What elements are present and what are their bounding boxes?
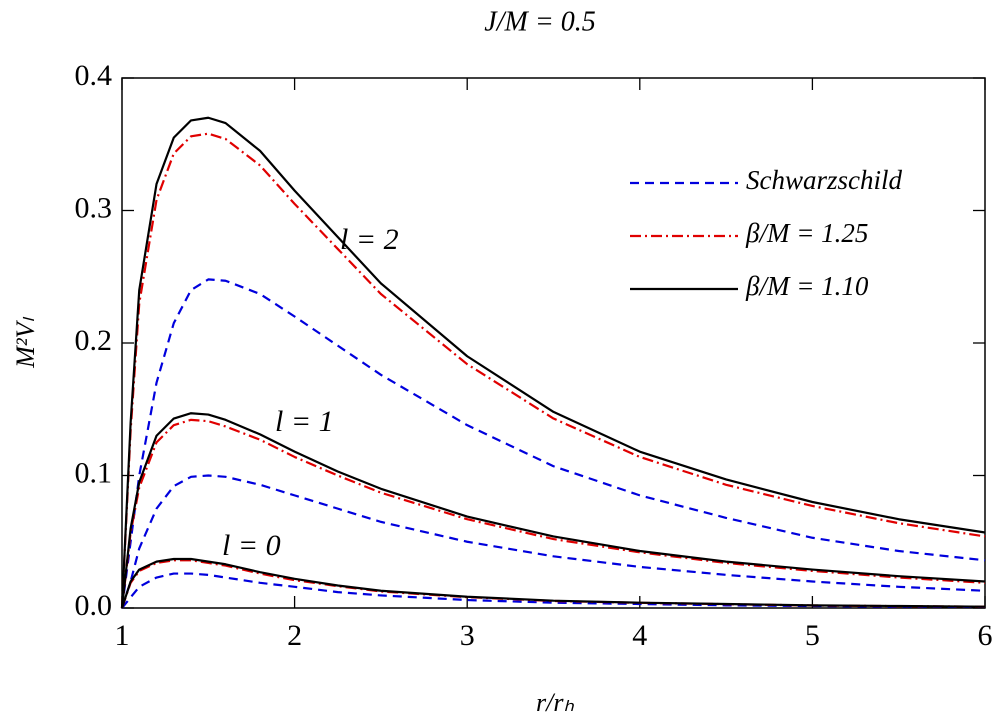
line-series [120,278,986,609]
y-axis-label: M²Vₗ [11,316,40,368]
line-series [120,132,986,609]
x-tick-label: 3 [460,619,475,652]
y-tick-label: 0.2 [75,324,113,357]
x-tick-label: 6 [978,619,993,652]
y-tick-label: 0.0 [75,589,113,622]
line-series [120,116,986,609]
y-tick-label: 0.3 [75,191,113,224]
y-tick-label: 0.4 [75,59,113,92]
line-series [121,572,986,609]
legend-label: β/M = 1.25 [745,218,868,248]
x-tick-label: 4 [632,619,647,652]
line-series [120,557,986,609]
x-tick-label: 2 [287,619,302,652]
line-series [120,412,986,609]
chart-title: J/M = 0.5 [484,6,595,37]
curve-annotation: l = 2 [340,223,399,256]
x-tick-label: 1 [115,619,130,652]
line-series [120,418,986,609]
curve-annotation: l = 0 [222,529,281,562]
y-tick-label: 0.1 [75,456,113,489]
x-tick-label: 5 [805,619,820,652]
x-axis-label: r/rₕ [536,688,574,717]
legend-label: β/M = 1.10 [745,271,869,301]
curve-annotation: l = 1 [275,405,334,438]
line-series [120,474,986,609]
legend-label: Schwarzschild [746,165,903,195]
